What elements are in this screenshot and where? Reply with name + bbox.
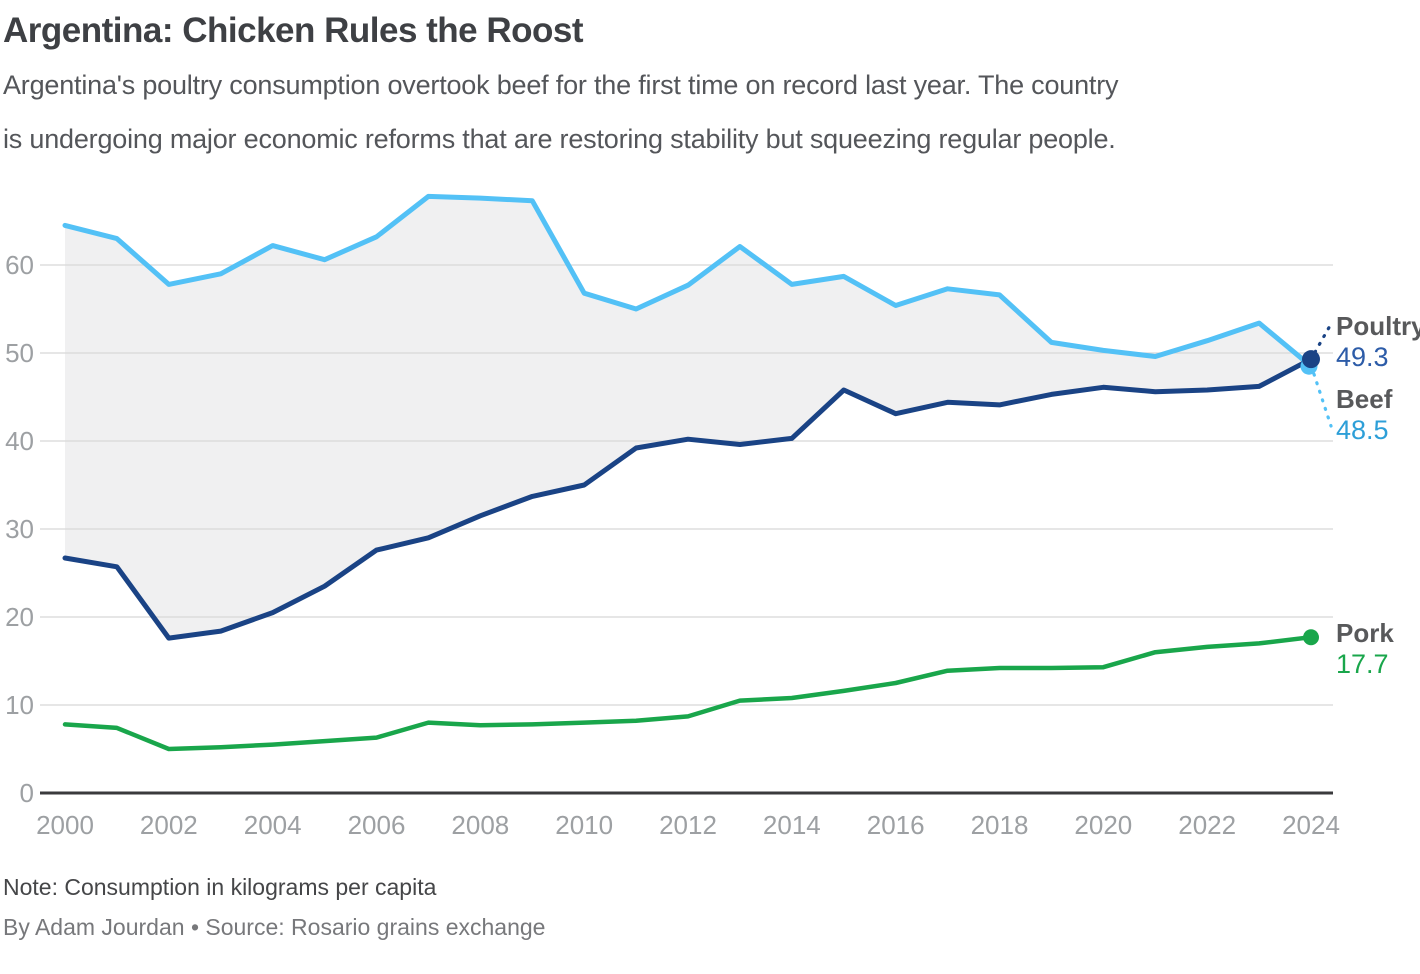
x-tick-label-2010: 2010 — [555, 810, 613, 840]
y-tick-label-20: 20 — [5, 602, 34, 632]
poultry-series-value: 49.3 — [1336, 342, 1389, 372]
poultry-leader-dash — [1313, 322, 1333, 354]
y-tick-label-40: 40 — [5, 426, 34, 456]
chart-subtitle-line2: is undergoing major economic reforms tha… — [3, 124, 1116, 154]
beef-series-label: Beef — [1336, 384, 1393, 414]
x-tick-label-2008: 2008 — [451, 810, 509, 840]
pork-series-label: Pork — [1336, 618, 1394, 648]
x-tick-label-2000: 2000 — [36, 810, 94, 840]
chart-subtitle: Argentina's poultry consumption overtook… — [3, 58, 1420, 166]
chart-footer: Note: Consumption in kilograms per capit… — [3, 874, 1420, 941]
x-tick-label-2022: 2022 — [1178, 810, 1236, 840]
poultry-series-label: Poultry — [1336, 311, 1420, 341]
y-tick-label-30: 30 — [5, 514, 34, 544]
x-tick-label-2006: 2006 — [348, 810, 406, 840]
beef-leader-dash — [1312, 372, 1333, 428]
x-tick-label-2018: 2018 — [971, 810, 1029, 840]
chart-page: Argentina: Chicken Rules the Roost Argen… — [0, 10, 1420, 974]
line-chart-svg: 0 10 20 30 40 50 60 2000 2002 2004 2006 2008 2010 201… — [5, 193, 1340, 840]
y-tick-label-50: 50 — [5, 338, 34, 368]
x-tick-label-2012: 2012 — [659, 810, 717, 840]
y-tick-label-0: 0 — [20, 778, 34, 808]
x-tick-label-2002: 2002 — [140, 810, 198, 840]
poultry-line — [62, 356, 1314, 641]
beef-line — [62, 193, 1314, 369]
y-tick-label-60: 60 — [5, 250, 34, 280]
x-tick-label-2004: 2004 — [244, 810, 302, 840]
poultry-end-dot — [1302, 350, 1321, 369]
pork-end-dot — [1303, 629, 1320, 646]
chart-title: Argentina: Chicken Rules the Roost — [3, 11, 584, 50]
x-tick-label-2020: 2020 — [1074, 810, 1132, 840]
x-tick-label-2014: 2014 — [763, 810, 821, 840]
beef-poultry-band — [65, 196, 1311, 639]
x-tick-label-2016: 2016 — [867, 810, 925, 840]
chart-subtitle-line1: Argentina's poultry consumption overtook… — [3, 70, 1119, 100]
chart-area: 0 10 20 30 40 50 60 2000 2002 2004 2006 2008 2010 201… — [0, 178, 1420, 850]
x-tick-label-2024: 2024 — [1282, 810, 1340, 840]
chart-note: Note: Consumption in kilograms per capit… — [3, 874, 437, 900]
chart-byline: By Adam Jourdan • Source: Rosario grains… — [3, 914, 546, 940]
y-tick-label-10: 10 — [5, 690, 34, 720]
pork-line — [62, 634, 1314, 752]
beef-series-value: 48.5 — [1336, 415, 1389, 445]
pork-series-value: 17.7 — [1336, 649, 1389, 679]
